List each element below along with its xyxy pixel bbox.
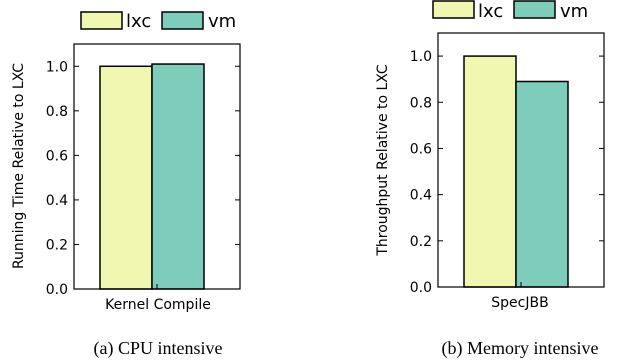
y-tick-label: 0.2 — [410, 234, 432, 250]
legend-label-lxc: lxc — [478, 1, 503, 22]
bar-lxc — [99, 65, 153, 290]
panel-memory-intensive: lxc vm 0.0 0.2 0.4 0.6 0.8 1.0 SpecJBB Throug… — [375, 0, 605, 359]
legend-swatch-vm — [513, 0, 556, 19]
y-tick-label: 0.6 — [410, 141, 432, 157]
y-axis: 0.0 0.2 0.4 0.6 0.8 1.0 — [410, 49, 604, 296]
y-axis-label: Throughput Relative to LXC — [375, 64, 391, 257]
y-axis: 0.0 0.2 0.4 0.6 0.8 1.0 — [46, 59, 240, 298]
legend: lxc vm — [432, 0, 588, 22]
y-tick-label: 0.8 — [410, 95, 432, 111]
bars — [99, 63, 205, 290]
y-axis-label: Running Time Relative to LXC — [11, 63, 27, 269]
x-tick-label: SpecJBB — [491, 295, 548, 311]
legend: lxc vm — [80, 11, 236, 32]
bar-vm — [151, 63, 205, 290]
y-tick-label: 0.0 — [46, 282, 68, 298]
legend-swatch-vm — [161, 11, 204, 30]
legend-label-lxc: lxc — [126, 11, 151, 32]
caption: (b) Memory intensive — [442, 338, 599, 359]
y-tick-label: 0.6 — [46, 148, 68, 164]
legend-swatch-lxc — [432, 0, 475, 19]
y-tick-label: 0.0 — [410, 280, 432, 296]
y-tick-label: 0.8 — [46, 104, 68, 120]
y-tick-label: 0.2 — [46, 237, 68, 253]
y-tick-label: 1.0 — [46, 59, 68, 75]
legend-label-vm: vm — [560, 1, 588, 22]
bar-vm — [515, 80, 569, 288]
bars — [463, 55, 569, 288]
y-tick-label: 1.0 — [410, 49, 432, 65]
panel-cpu-intensive: lxc vm 0.0 0.2 0.4 0.6 0.8 1.0 Kernel Compile… — [11, 11, 241, 359]
x-tick-label: Kernel Compile — [105, 297, 211, 313]
bar-lxc — [463, 55, 517, 288]
y-tick-label: 0.4 — [46, 193, 68, 209]
caption: (a) CPU intensive — [94, 338, 223, 359]
legend-swatch-lxc — [80, 11, 123, 30]
legend-label-vm: vm — [208, 11, 236, 32]
y-tick-label: 0.4 — [410, 188, 432, 204]
